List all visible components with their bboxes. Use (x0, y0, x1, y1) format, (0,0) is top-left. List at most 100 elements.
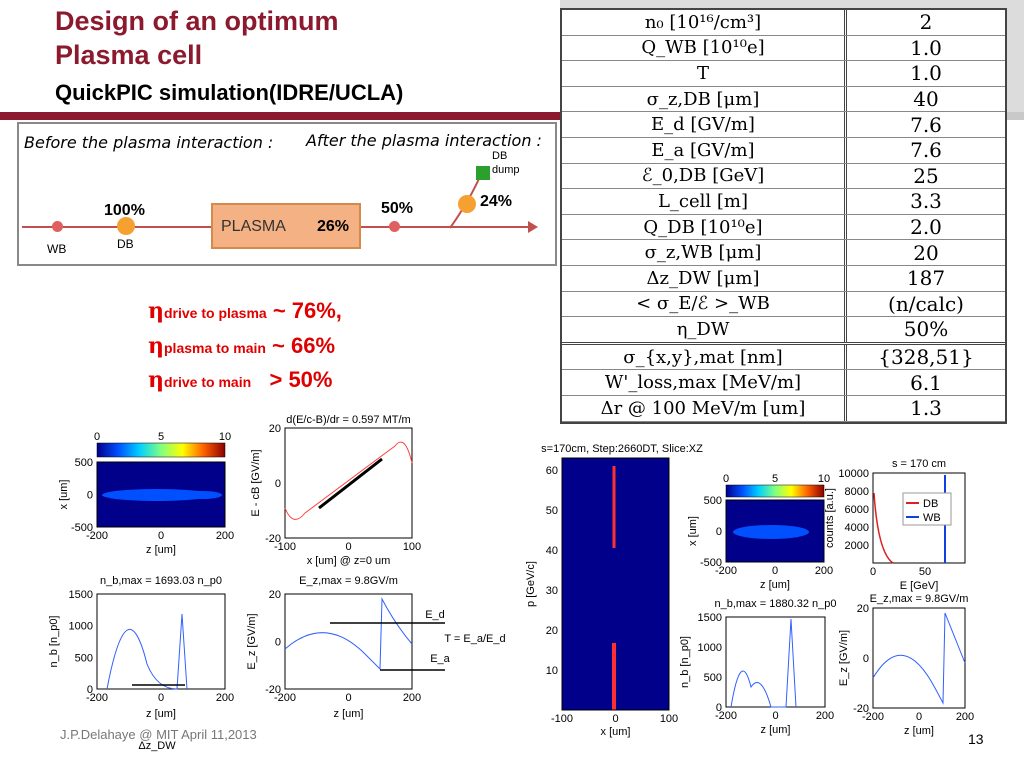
p3-frame (96, 593, 226, 690)
p7-ytick: 6000 (845, 504, 869, 516)
param-row: L_cell [m] 3.3 (562, 189, 1005, 215)
p1-xlabel: z [um] (146, 544, 176, 556)
param-value: 6.1 (910, 370, 942, 395)
p1-xtick: 0 (158, 530, 164, 542)
p8-xtick: -200 (715, 710, 737, 722)
title-divider (0, 112, 560, 120)
p8-xlabel: z [um] (761, 724, 791, 736)
p2-ytick: -20 (265, 533, 281, 545)
param-name: σ_z,DB [μm] (562, 86, 847, 112)
param-value: 25 (913, 163, 939, 188)
p8-title: n_b,max = 1880.32 n_p0 (714, 598, 836, 610)
p6-colorbar (725, 484, 825, 498)
p8-ytick: 1000 (698, 642, 722, 654)
p9-ytick: 20 (857, 603, 869, 615)
p3-xtick: -200 (86, 692, 108, 704)
param-value: 1.3 (910, 396, 942, 421)
p3-ytick: 1500 (69, 589, 93, 601)
p7-xlabel: E [GeV] (900, 580, 939, 592)
param-row: T 1.0 (562, 61, 1005, 87)
p1-cbar-label: 5 (158, 431, 164, 443)
subtitle: QuickPIC simulation(IDRE/UCLA) (55, 80, 404, 105)
p9-ytick: 0 (863, 653, 869, 665)
eta-plasma-main: ηplasma to main ~ 66% (148, 333, 336, 359)
plasma-label: PLASMA (221, 218, 286, 235)
p3-xtick: 0 (158, 692, 164, 704)
p7-ytick: 4000 (845, 522, 869, 534)
param-row: n₀ [10¹⁶/cm³] 2 (562, 10, 1005, 36)
p3-xtick: 200 (216, 692, 234, 704)
p3-curve (106, 613, 188, 690)
p1-xtick: 200 (216, 530, 234, 542)
p6-ylabel: x [um] (687, 516, 699, 546)
parameter-table: n₀ [10¹⁶/cm³] 2 Q_WB [10¹⁰e] 1.0 T 1.0 σ_z,DB … (560, 8, 1007, 424)
dump-label-1: DB (492, 150, 508, 162)
eta-drive-main: ηdrive to main > 50% (148, 367, 333, 393)
p7-xtick: 50 (919, 566, 931, 578)
before-label: Before the plasma interaction : (24, 133, 274, 152)
p9-xtick: 200 (956, 711, 974, 723)
p7-ytick: 2000 (845, 540, 869, 552)
p1-ytick: 0 (87, 490, 93, 502)
p6-ytick: 0 (716, 526, 722, 538)
p7-legend-wb: WB (923, 512, 941, 524)
p2-xtick: -100 (274, 541, 296, 553)
p1-xtick: -200 (86, 530, 108, 542)
param-name: Q_WB [10¹⁰e] (562, 35, 847, 61)
param-value: 1.0 (910, 61, 942, 86)
param-value: (n/calc) (888, 291, 964, 316)
param-row: E_d [GV/m] 7.6 (562, 112, 1005, 138)
db-dot-after (458, 195, 476, 213)
p9-xtick: -200 (862, 711, 884, 723)
p4-ed: E_d (425, 609, 445, 621)
wb-dot-after (389, 221, 400, 232)
p7-title: s = 170 cm (892, 458, 946, 470)
param-value: 2.0 (910, 215, 942, 240)
param-name: T (562, 61, 847, 86)
db-dot (117, 217, 135, 235)
param-value: 3.3 (910, 189, 942, 214)
p6-ytick: -500 (700, 557, 722, 569)
pct-100: 100% (104, 202, 145, 219)
param-name: E_d [GV/m] (562, 112, 847, 137)
p5-xtick: -100 (551, 713, 573, 725)
p7-xtick: 0 (870, 566, 876, 578)
param-value: 20 (913, 240, 939, 265)
param-name: σ_{x,y},mat [nm] (562, 344, 847, 370)
p4-xtick: 200 (403, 692, 421, 704)
wb-label: WB (47, 242, 67, 256)
p9-curve (872, 612, 966, 705)
p5-title: s=170cm, Step:2660DT, Slice:XZ (541, 443, 703, 455)
p2-frame (284, 427, 413, 539)
param-name: Q_DB [10¹⁰e] (562, 214, 847, 240)
param-row: E_a [GV/m] 7.6 (562, 137, 1005, 164)
p9-xlabel: z [um] (904, 725, 934, 737)
p8-ytick: 500 (704, 672, 722, 684)
footer: J.P.Delahaye @ MIT April 11,2013 (60, 727, 257, 742)
p5-xlabel: x [um] (601, 726, 631, 738)
param-value: 50% (903, 317, 949, 342)
p6-xlabel: z [um] (760, 579, 790, 591)
p4-t: T = E_a/E_d (444, 633, 505, 645)
p4-xtick: -200 (274, 692, 296, 704)
param-name: Δz_DW [μm] (562, 265, 847, 291)
p6-xtick: 0 (772, 565, 778, 577)
param-row: ℰ_0,DB [GeV] 25 (562, 163, 1005, 190)
p8-ytick: 0 (716, 702, 722, 714)
p6-xtick: 200 (815, 565, 833, 577)
param-name: Δr @ 100 MeV/m [um] (562, 395, 847, 421)
p2-ylabel: E - cB [GV/m] (250, 449, 262, 516)
p5-frame (561, 457, 670, 711)
p3-dz: Δz_DW (138, 740, 176, 752)
p8-xtick: 200 (816, 710, 834, 722)
p1-ytick: 500 (75, 457, 93, 469)
db-label: DB (117, 237, 134, 251)
p8-ylabel: n_b [n_p0] (679, 636, 691, 688)
param-value: 40 (913, 87, 939, 112)
p6-xtick: -200 (715, 565, 737, 577)
p6-cbar-label: 10 (818, 473, 830, 485)
p3-ytick: 1000 (69, 621, 93, 633)
p5-ytick: 50 (546, 505, 558, 517)
pct-26: 26% (317, 218, 350, 235)
